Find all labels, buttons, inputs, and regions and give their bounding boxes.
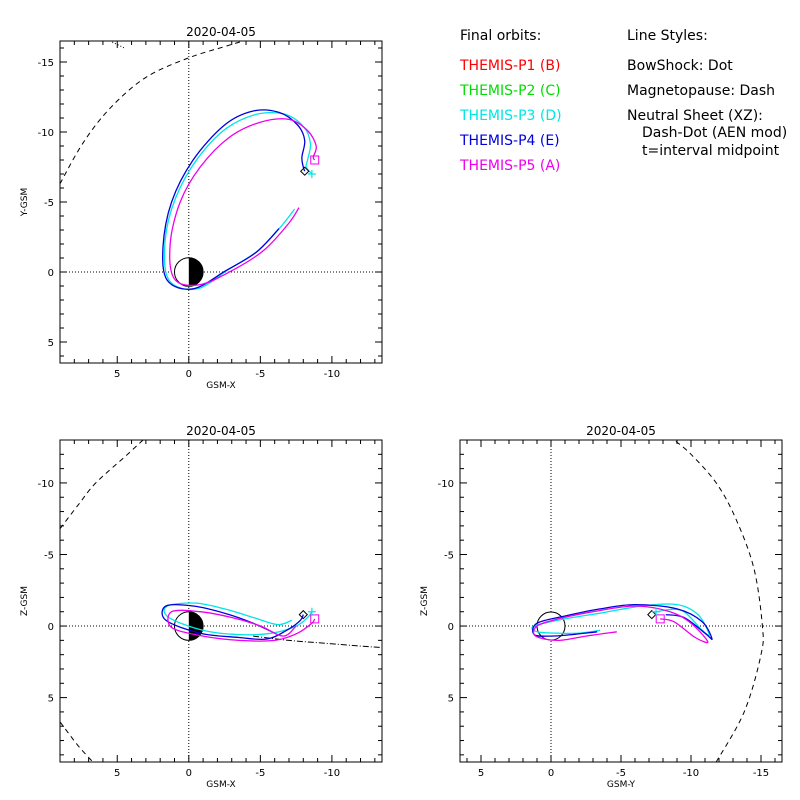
y-tick-label: 0 <box>448 622 454 633</box>
earth-night-side <box>188 257 204 287</box>
x-tick-label: -5 <box>616 768 626 779</box>
panel-title: 2020-04-05 <box>586 424 656 438</box>
legend-title: Final orbits: <box>460 28 541 44</box>
orbit-track-2 <box>169 118 317 287</box>
yz-orbit-panel: 5 0 -5 -10 -15 5 0 -5 -10 2020-04-05 GSM-Y Z-GSM <box>420 424 783 790</box>
x-tick-label: -10 <box>324 768 340 779</box>
marker-diamond-0 <box>298 609 308 620</box>
line-style-bowshock: BowShock: Dot <box>627 58 733 74</box>
x-tick-label: 5 <box>478 768 484 779</box>
x-axis-label: GSM-X <box>206 780 235 790</box>
legend-item-p5: THEMIS-P5 (A) <box>459 158 560 174</box>
x-tick-label: 5 <box>114 768 120 779</box>
marker-plus-2 <box>307 607 316 616</box>
x-tick-label: 5 <box>114 369 120 380</box>
orbit-track-2 <box>532 605 709 644</box>
y-tick-label: -10 <box>38 479 54 490</box>
marker-plus-2 <box>652 607 660 616</box>
y-tick-label: 0 <box>48 622 54 633</box>
marker-square-1 <box>310 155 320 165</box>
marker-square-1 <box>310 614 320 624</box>
panel-content <box>60 41 382 363</box>
magnetopause-curve <box>673 440 764 762</box>
plot-frame <box>59 40 383 364</box>
plot-frame <box>59 439 383 763</box>
x-tick-label: 0 <box>186 369 192 380</box>
marker-plus-2 <box>307 170 316 178</box>
marker-square-1 <box>655 614 665 624</box>
y-tick-label: -5 <box>444 550 454 561</box>
line-styles-legend: Line Styles: BowShock: Dot Magnetopause:… <box>627 28 787 159</box>
x-tick-label: -10 <box>683 768 699 779</box>
y-tick-label: -5 <box>44 550 54 561</box>
line-style-neutral-sheet: Neutral Sheet (XZ): <box>627 108 763 124</box>
bowshock-curve <box>91 41 125 49</box>
xy-orbit-panel: 5 0 -5 -10 -15 -10 -5 0 5 2020-04-05 GSM-X Y-GSM <box>20 25 383 391</box>
line-styles-title: Line Styles: <box>627 28 708 44</box>
xz-orbit-panel: 5 0 -5 -10 5 0 -5 -10 2020-04-05 GSM-X Z-GSM <box>20 424 383 790</box>
legend-item-p4: THEMIS-P4 (E) <box>459 133 560 149</box>
y-axis-label: Z-GSM <box>20 586 30 616</box>
legend-item-p3: THEMIS-P3 (D) <box>459 108 562 124</box>
y-tick-label: -15 <box>38 58 54 69</box>
y-tick-label: -5 <box>44 198 54 209</box>
y-tick-label: -10 <box>438 479 454 490</box>
neutral-sheet-curve <box>253 635 382 648</box>
x-tick-label: -5 <box>255 369 265 380</box>
line-style-magnetopause: Magnetopause: Dash <box>627 83 775 99</box>
panel-title: 2020-04-05 <box>186 424 256 438</box>
x-axis-label: GSM-X <box>206 381 235 391</box>
panel-content <box>60 440 382 762</box>
plot-frame <box>459 439 783 763</box>
y-axis-label: Z-GSM <box>420 586 430 616</box>
x-tick-label: -10 <box>324 369 340 380</box>
panel-content <box>460 440 782 762</box>
panel-title: 2020-04-05 <box>186 25 256 39</box>
y-tick-label: 5 <box>448 694 454 705</box>
y-axis-label: Y-GSM <box>20 188 30 217</box>
line-style-time-note: t=interval midpoint <box>642 143 780 159</box>
x-tick-label: -15 <box>753 768 769 779</box>
x-tick-label: 0 <box>548 768 554 779</box>
orbit-track-2 <box>167 609 316 642</box>
line-style-neutral-sheet-detail: Dash-Dot (AEN mod) <box>642 125 787 141</box>
legend-item-p1: THEMIS-P1 (B) <box>459 58 560 74</box>
legend: Final orbits: THEMIS-P1 (B) THEMIS-P2 (C… <box>459 28 562 174</box>
magnetopause-upper-curve <box>60 721 94 762</box>
y-tick-label: -10 <box>38 128 54 139</box>
magnetopause-lower-curve <box>60 440 144 530</box>
y-tick-label: 5 <box>48 694 54 705</box>
orbit-track-1 <box>532 603 713 640</box>
y-tick-label: 5 <box>48 338 54 349</box>
x-axis-label: GSM-Y <box>607 780 636 790</box>
marker-diamond-0 <box>647 609 657 620</box>
y-tick-label: 0 <box>48 268 54 279</box>
x-tick-label: 0 <box>186 768 192 779</box>
legend-item-p2: THEMIS-P2 (C) <box>459 83 561 99</box>
x-tick-label: -5 <box>255 768 265 779</box>
marker-diamond-0 <box>300 166 310 176</box>
magnetopause-curve <box>60 41 244 185</box>
orbit-track-1 <box>161 603 304 641</box>
